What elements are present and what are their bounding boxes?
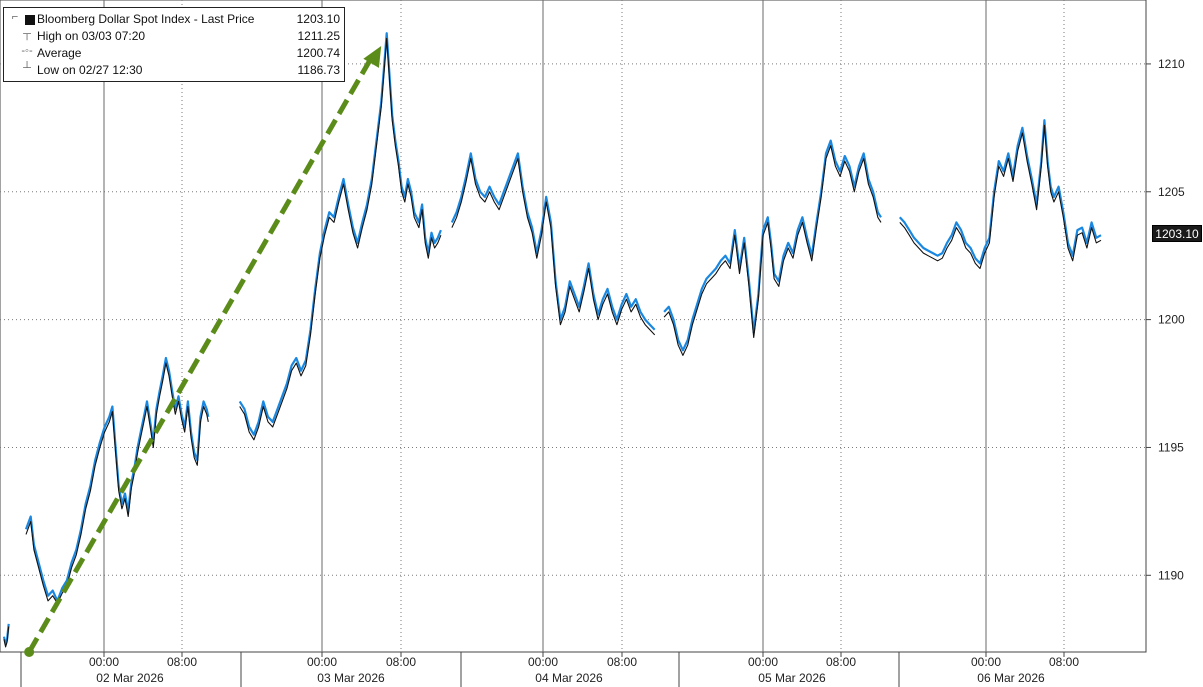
legend-label-last-price: Bloomberg Dollar Spot Index - Last Price <box>37 12 255 26</box>
x-day-label-2: 04 Mar 2026 <box>535 671 603 685</box>
x-tick-label-6: 00:00 <box>748 655 778 669</box>
legend-row-low: ┴ Low on 02/27 12:30 1186.73 <box>4 62 344 78</box>
x-tick-label-0: 00:00 <box>89 655 119 669</box>
series-0-segment-1 <box>24 356 210 602</box>
y-tick-label-4: 1210 <box>1158 57 1185 71</box>
x-tick-label-4: 00:00 <box>528 655 558 669</box>
x-tick-label-3: 08:00 <box>386 655 416 669</box>
last-price-tag: 1203.10 <box>1152 225 1202 242</box>
legend-value-high: 1211.25 <box>297 29 341 43</box>
x-day-label-3: 05 Mar 2026 <box>758 671 826 685</box>
legend-label-low: Low on 02/27 12:30 <box>37 63 143 77</box>
series-1-segment-0 <box>3 626 10 648</box>
x-tick-label-2: 00:00 <box>307 655 337 669</box>
x-tick-label-8: 00:00 <box>971 655 1001 669</box>
y-tick-label-1: 1195 <box>1158 440 1184 454</box>
series-1-segment-4 <box>663 145 882 356</box>
y-tick-label-2: 1200 <box>1158 313 1185 327</box>
series-1-segment-5 <box>899 124 1102 270</box>
series-1-segment-2 <box>239 37 442 441</box>
series-0-segment-5 <box>898 119 1102 265</box>
legend-swatch-last-price <box>25 15 35 25</box>
series-1-segment-3 <box>451 157 656 336</box>
x-day-label-4: 06 Mar 2026 <box>977 671 1045 685</box>
x-tick-label-9: 08:00 <box>1049 655 1079 669</box>
legend-label-average: Average <box>37 46 82 60</box>
legend-label-high: High on 03/03 07:20 <box>37 29 146 43</box>
x-tick-label-5: 08:00 <box>607 655 637 669</box>
y-tick-label-3: 1205 <box>1158 185 1185 199</box>
legend-row-last-price: ⌐ Bloomberg Dollar Spot Index - Last Pri… <box>4 11 344 27</box>
y-tick-label-0: 1190 <box>1158 568 1184 582</box>
plot-frame <box>0 0 1147 653</box>
series-0-segment-2 <box>238 32 442 436</box>
x-tick-label-1: 08:00 <box>167 655 197 669</box>
legend-value-last-price: 1203.10 <box>296 12 340 26</box>
legend-value-low: 1186.73 <box>297 63 341 77</box>
trend-arrow-head <box>363 46 382 68</box>
legend: ⌐ Bloomberg Dollar Spot Index - Last Pri… <box>3 7 345 82</box>
legend-bracket-icon: ⌐ <box>11 11 19 23</box>
x-day-label-0: 02 Mar 2026 <box>96 671 164 685</box>
trend-arrow-start-dot <box>24 647 35 657</box>
legend-row-average: -◦- Average 1200.74 <box>4 45 344 61</box>
x-tick-label-7: 08:00 <box>826 655 856 669</box>
x-day-label-1: 03 Mar 2026 <box>317 671 385 685</box>
legend-row-high: ┬ High on 03/03 07:20 1211.25 <box>4 28 344 44</box>
high-marker-icon: ┬ <box>23 28 31 40</box>
low-marker-icon: ┴ <box>23 62 31 74</box>
average-marker-icon: -◦- <box>21 45 33 57</box>
legend-value-average: 1200.74 <box>296 46 340 60</box>
